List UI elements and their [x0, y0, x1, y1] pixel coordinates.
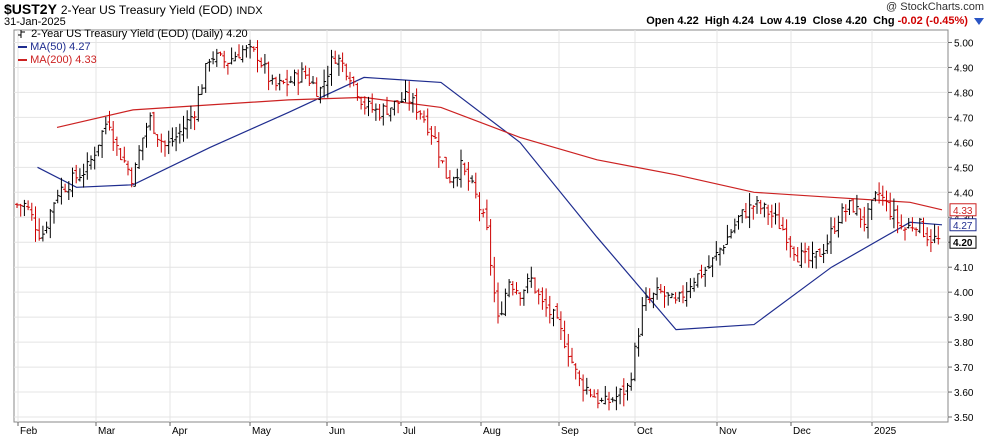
x-tick-label: 2025 — [874, 426, 897, 437]
chart-date: 31-Jan-2025 — [4, 16, 66, 28]
price-tag-label: 4.33 — [953, 206, 973, 217]
ma200-line — [56, 96, 943, 211]
high-value: 4.24 — [732, 15, 754, 27]
x-tick-label: Dec — [793, 426, 811, 437]
price-tag-box — [949, 218, 977, 232]
chg-value: -0.02 (-0.45%) — [897, 15, 968, 27]
open-value: 4.22 — [677, 15, 699, 27]
y-tick-label: 3.50 — [954, 413, 974, 424]
symbol-description: 2-Year US Treasury Yield (EOD) — [60, 3, 233, 17]
y-tick-label: 3.70 — [954, 363, 974, 374]
legend-ma200-label: MA(200) 4.33 — [30, 54, 97, 66]
legend-main: 2-Year US Treasury Yield (EOD) (Daily) 4… — [18, 28, 248, 41]
price-tag-box — [949, 203, 977, 217]
y-tick-label: 3.80 — [954, 338, 974, 349]
low-label: Low — [759, 15, 782, 27]
high-label: High — [704, 15, 730, 27]
brand-watermark: @ StockCharts.com — [886, 1, 984, 13]
price-tag-label: 4.20 — [953, 238, 973, 249]
x-tick-label: Jul — [403, 426, 416, 437]
legend-ma50-label: MA(50) 4.27 — [30, 41, 91, 53]
x-tick-label: Nov — [719, 426, 737, 437]
y-tick-label: 4.40 — [954, 188, 974, 199]
y-tick-label: 4.90 — [954, 63, 974, 74]
x-tick-label: Feb — [20, 426, 38, 437]
x-tick-label: Mar — [98, 426, 116, 437]
legend-bar-icon — [18, 30, 25, 39]
y-tick-label: 3.90 — [954, 313, 974, 324]
price-tag-label: 4.27 — [953, 221, 973, 232]
x-tick-label: Aug — [483, 426, 501, 437]
legend-ma50: MA(50) 4.27 — [18, 41, 248, 54]
open-label: Open — [646, 15, 675, 27]
x-tick-label: Apr — [172, 426, 188, 437]
chg-label: Chg — [873, 15, 895, 27]
x-tick-label: Oct — [637, 426, 653, 437]
y-tick-label: 4.50 — [954, 163, 974, 174]
x-tick-label: Jun — [329, 426, 345, 437]
y-tick-label: 3.60 — [954, 388, 974, 399]
close-value: 4.20 — [845, 15, 868, 27]
x-tick-label: Sep — [561, 426, 579, 437]
y-tick-label: 4.60 — [954, 138, 974, 149]
title-line: $UST2Y 2-Year US Treasury Yield (EOD) IN… — [4, 1, 263, 17]
ma50-line — [37, 76, 943, 331]
y-tick-label: 4.10 — [954, 263, 974, 274]
symbol: $UST2Y — [4, 1, 57, 17]
y-tick-label: 4.70 — [954, 113, 974, 124]
chart-legend: 2-Year US Treasury Yield (EOD) (Daily) 4… — [18, 28, 248, 67]
exchange: INDX — [236, 5, 263, 17]
legend-main-label: 2-Year US Treasury Yield (EOD) (Daily) 4… — [31, 28, 248, 40]
y-tick-label: 4.00 — [954, 288, 974, 299]
y-tick-label: 4.80 — [954, 88, 974, 99]
ohlc-readout: Open 4.22 High 4.24 Low 4.19 Close 4.20 … — [646, 15, 984, 27]
legend-ma200-swatch-icon — [18, 59, 27, 62]
low-value: 4.19 — [785, 15, 807, 27]
close-label: Close — [812, 15, 843, 27]
legend-ma50-swatch-icon — [18, 46, 27, 49]
chart-header: $UST2Y 2-Year US Treasury Yield (EOD) IN… — [0, 0, 990, 30]
chevron-down-icon[interactable] — [974, 17, 984, 25]
y-tick-label: 5.00 — [954, 38, 974, 49]
x-tick-label: May — [252, 426, 271, 437]
price-tag-box — [949, 235, 977, 249]
legend-ma200: MA(200) 4.33 — [18, 54, 248, 67]
